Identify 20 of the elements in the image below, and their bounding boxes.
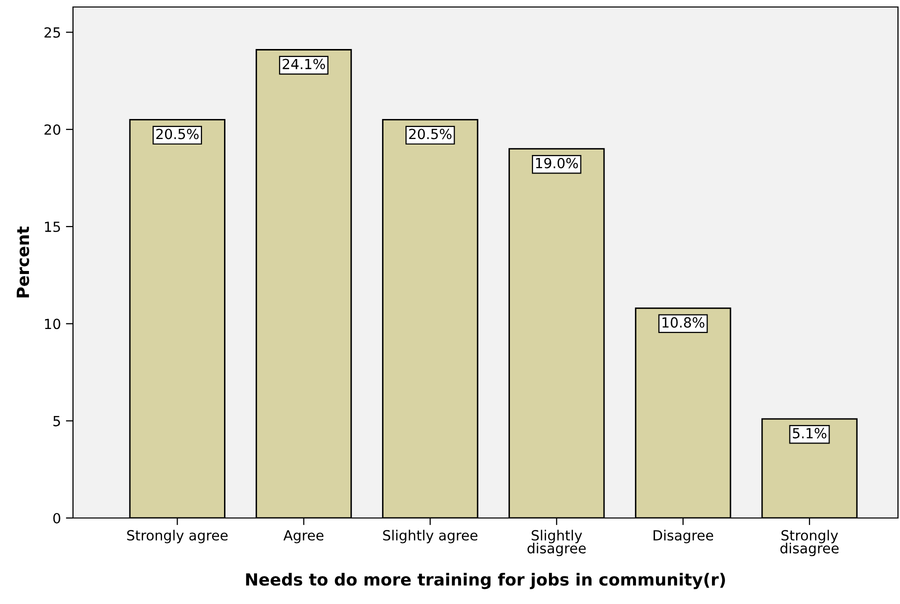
data-label: 20.5% <box>409 128 452 140</box>
data-label: 5.1% <box>792 428 826 438</box>
data-label: 10.8% <box>662 317 704 328</box>
y-tick-label: 0 <box>53 512 60 524</box>
y-tick-label: 25 <box>44 27 60 38</box>
x-tick-label: Disagree <box>654 530 714 544</box>
y-axis-title: Percent <box>16 226 30 298</box>
x-tick-label: Strongly agree <box>127 530 228 544</box>
x-tick-label: Slightly disagree <box>528 530 586 556</box>
x-tick-label: Strongly disagree <box>780 530 839 556</box>
y-tick-label: 10 <box>45 318 60 330</box>
x-tick-label: Slightly agree <box>383 530 478 544</box>
x-tick-label: Agree <box>283 530 324 544</box>
y-tick-label: 15 <box>45 222 60 232</box>
x-axis-title: Needs to do more training for jobs in community(r) <box>246 572 725 590</box>
data-label: 24.1% <box>282 58 326 70</box>
data-label: 19.0% <box>536 158 578 168</box>
y-tick-label: 5 <box>53 416 60 426</box>
y-tick-label: 20 <box>44 124 60 135</box>
data-label: 20.5% <box>156 128 199 140</box>
